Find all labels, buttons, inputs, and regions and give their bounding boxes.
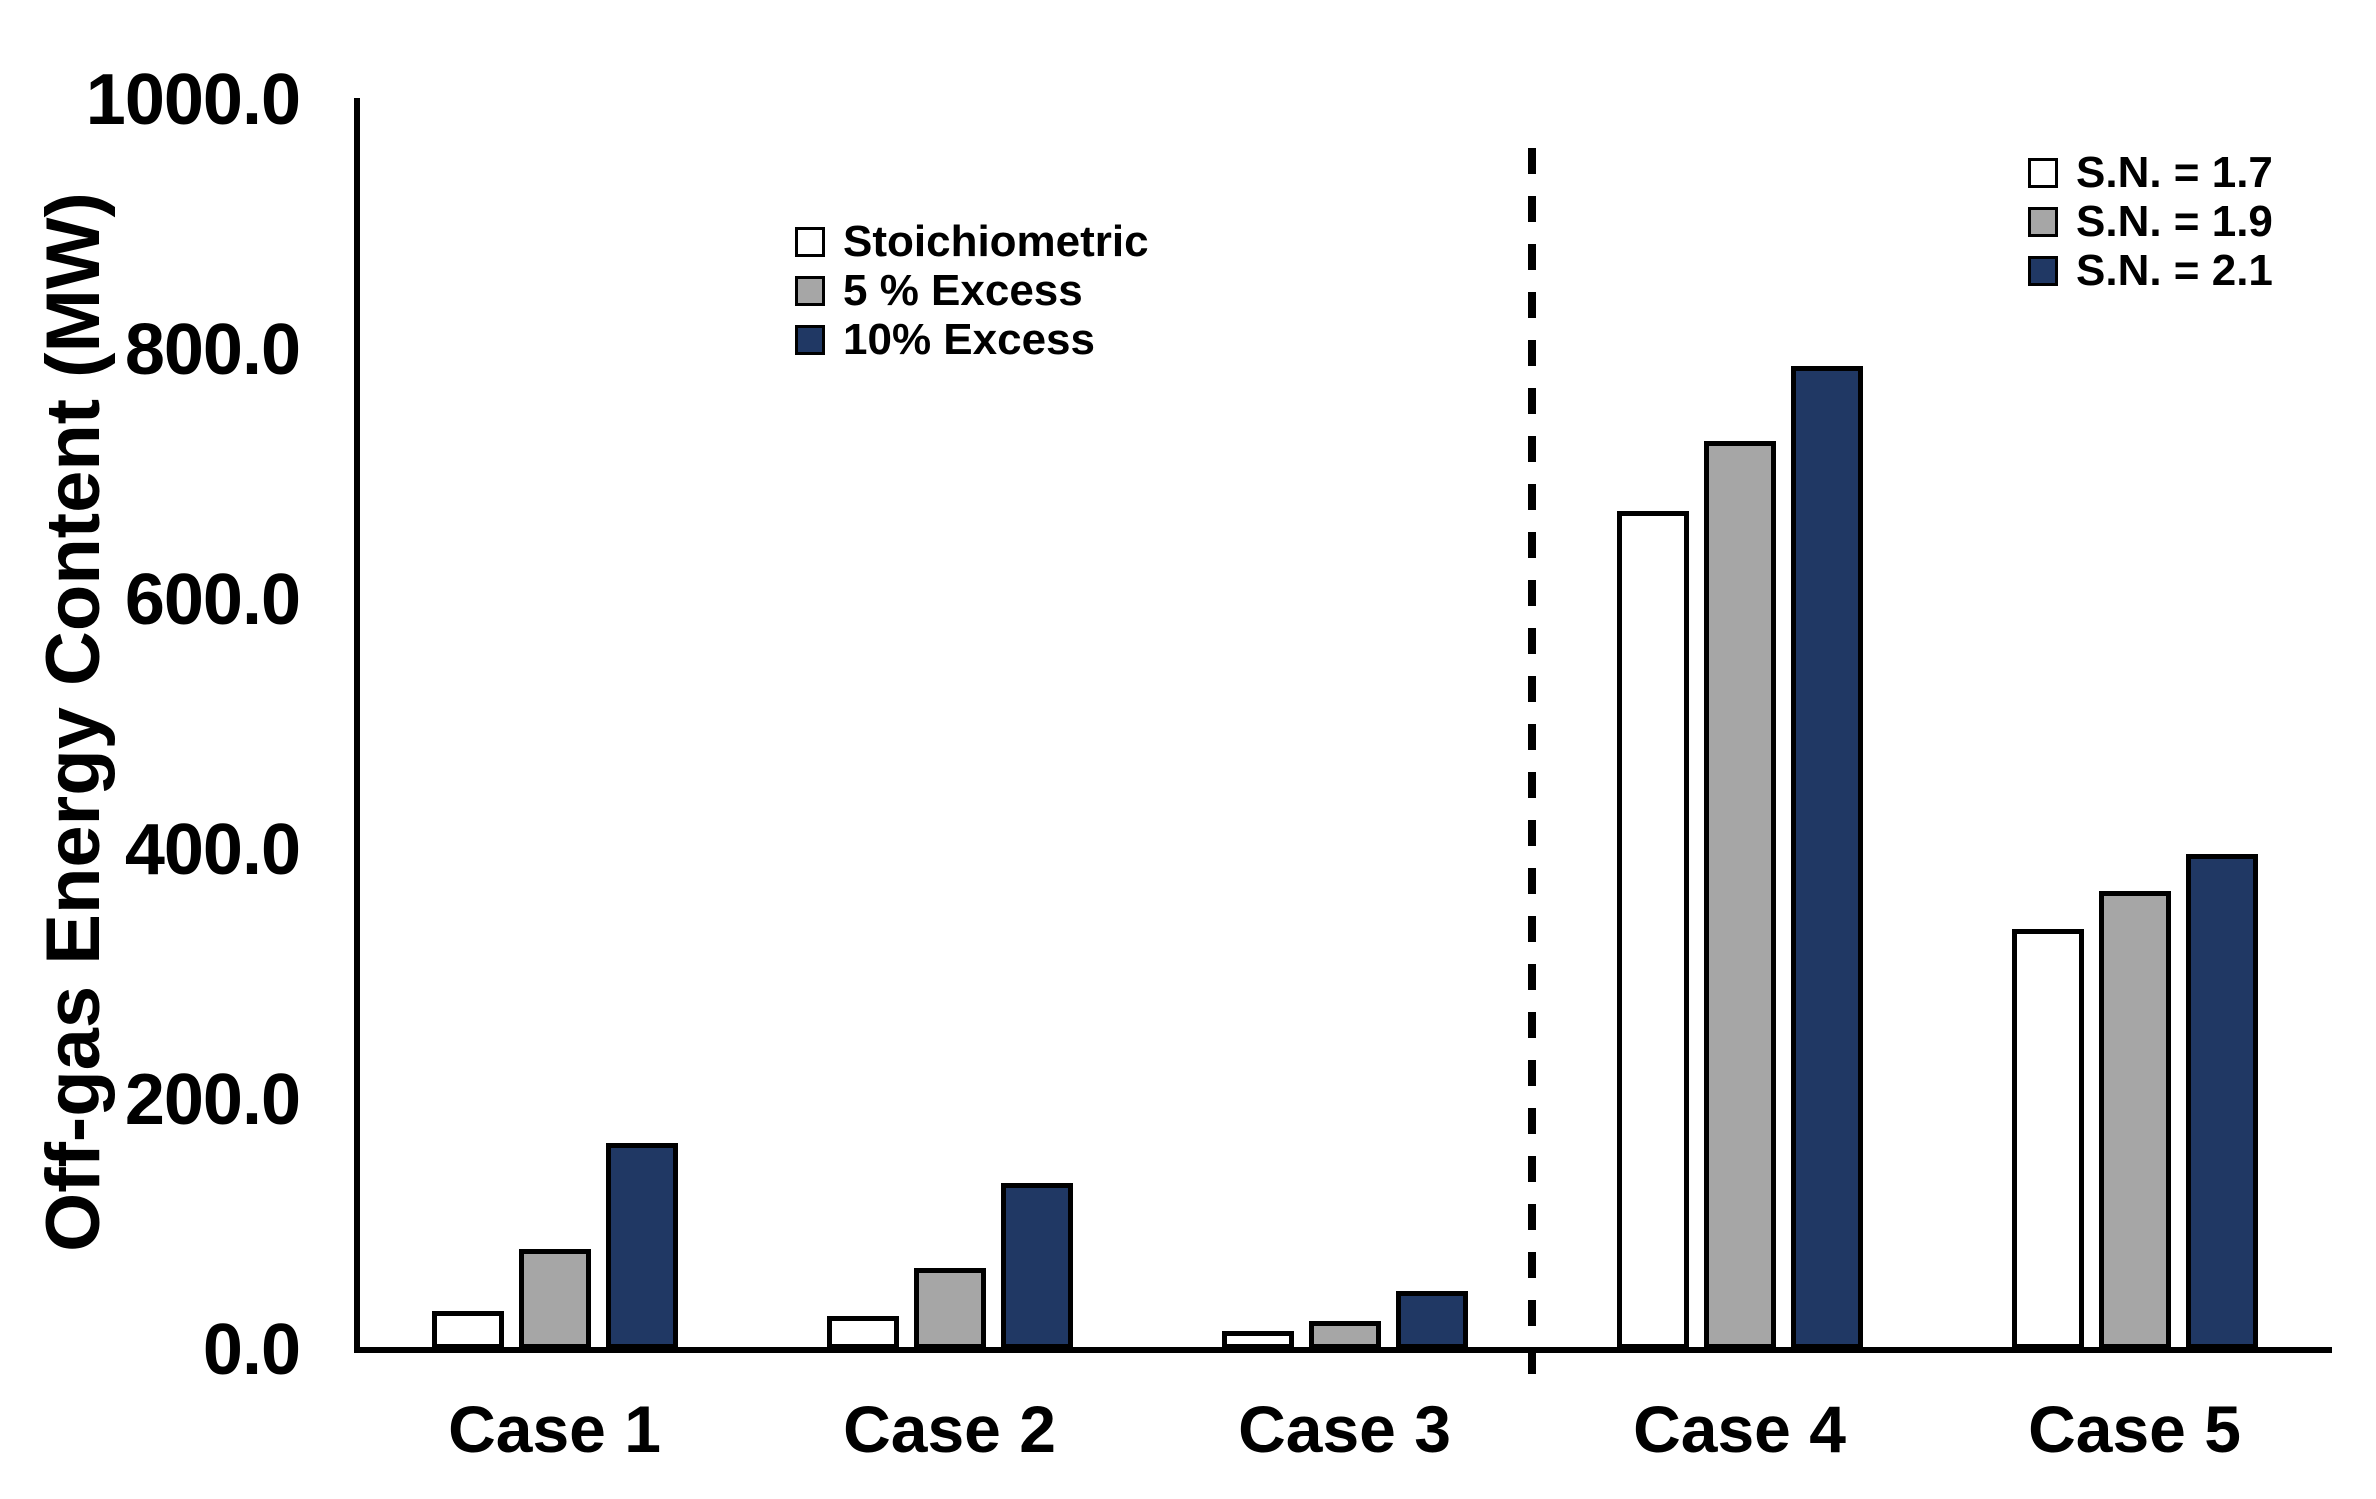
bar-case-4-10-excess — [1790, 366, 1863, 1349]
legend-swatch-s-n-1-7 — [2028, 157, 2058, 188]
legend-swatch-5-excess — [795, 275, 825, 306]
bar-case-2-5-excess — [913, 1268, 986, 1349]
x-category-label-case-1: Case 1 — [448, 1392, 661, 1466]
bar-case-3-10-excess — [1395, 1291, 1468, 1349]
x-category-label-case-5: Case 5 — [2028, 1392, 2241, 1466]
bar-case-1-10-excess — [605, 1143, 678, 1349]
legend-swatch-s-n-1-9 — [2028, 206, 2058, 237]
bar-case-1-5-excess — [518, 1249, 591, 1349]
x-category-label-case-4: Case 4 — [1633, 1392, 1846, 1466]
legend-item-s-n-1-7: S.N. = 1.7 — [2028, 148, 2273, 197]
legend-label: S.N. = 1.7 — [2076, 147, 2273, 197]
legend-label: 5 % Excess — [843, 265, 1083, 315]
y-tick-label-400.0: 400.0 — [124, 810, 301, 890]
bar-case-1-stoichiometric — [431, 1311, 504, 1349]
legend-swatch-stoichiometric — [795, 226, 825, 257]
legend-label: 10% Excess — [843, 314, 1095, 364]
bar-case-4-5-excess — [1703, 441, 1776, 1349]
legend-label: Stoichiometric — [843, 216, 1149, 266]
legend-excess: Stoichiometric 5 % Excess 10% Excess — [795, 217, 1149, 364]
legend-swatch-10-excess — [795, 324, 825, 355]
legend-item-5-excess: 5 % Excess — [795, 266, 1149, 315]
legend-label: S.N. = 1.9 — [2076, 196, 2273, 246]
y-tick-label-600.0: 600.0 — [124, 560, 301, 640]
legend-item-10-excess: 10% Excess — [795, 315, 1149, 364]
bar-case-5-5-excess — [2098, 891, 2171, 1349]
x-category-label-case-3: Case 3 — [1238, 1392, 1451, 1466]
case-divider-dashed-line — [1528, 148, 1536, 1380]
bar-case-3-stoichiometric — [1221, 1331, 1294, 1349]
bar-case-4-stoichiometric — [1616, 511, 1689, 1349]
legend-item-s-n-2-1: S.N. = 2.1 — [2028, 246, 2273, 295]
legend-label: S.N. = 2.1 — [2076, 245, 2273, 295]
bar-case-3-5-excess — [1308, 1321, 1381, 1349]
y-axis-line — [354, 98, 360, 1353]
bar-case-5-stoichiometric — [2011, 929, 2084, 1349]
y-tick-label-800.0: 800.0 — [124, 310, 301, 390]
legend-sn: S.N. = 1.7 S.N. = 1.9 S.N. = 2.1 — [2028, 148, 2273, 295]
y-tick-label-1000.0: 1000.0 — [85, 60, 301, 140]
y-tick-label-200.0: 200.0 — [124, 1060, 301, 1140]
bar-case-2-stoichiometric — [826, 1316, 899, 1349]
legend-swatch-s-n-2-1 — [2028, 255, 2058, 286]
y-tick-label-0.0: 0.0 — [202, 1310, 301, 1390]
bar-case-5-10-excess — [2185, 854, 2258, 1349]
x-axis-line — [354, 1347, 2332, 1353]
legend-item-s-n-1-9: S.N. = 1.9 — [2028, 197, 2273, 246]
bar-case-2-10-excess — [1000, 1183, 1073, 1349]
x-category-label-case-2: Case 2 — [843, 1392, 1056, 1466]
legend-item-stoichiometric: Stoichiometric — [795, 217, 1149, 266]
